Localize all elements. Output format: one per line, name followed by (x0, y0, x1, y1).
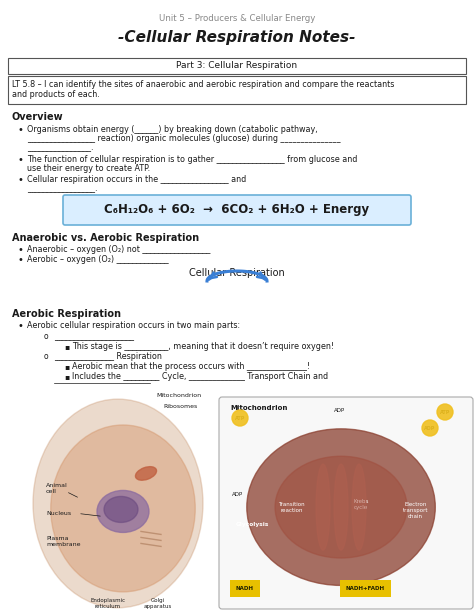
Text: ________________.: ________________. (27, 143, 93, 152)
FancyBboxPatch shape (8, 58, 466, 74)
Text: ATP: ATP (235, 416, 245, 421)
Text: ____________________: ____________________ (54, 332, 134, 341)
Text: •: • (18, 255, 24, 265)
Text: Includes the _________ Cycle, ______________ Transport Chain and: Includes the _________ Cycle, __________… (72, 372, 328, 381)
Text: Plasma
membrane: Plasma membrane (46, 536, 81, 547)
Text: _______________ Respiration: _______________ Respiration (54, 352, 162, 361)
Text: Endoplasmic
reticulum: Endoplasmic reticulum (91, 598, 126, 609)
Text: Cellular respiration occurs in the _________________ and: Cellular respiration occurs in the _____… (27, 175, 246, 184)
Text: LT 5.8 – I can identify the sites of anaerobic and aerobic respiration and compa: LT 5.8 – I can identify the sites of ana… (12, 80, 394, 99)
FancyBboxPatch shape (63, 195, 411, 225)
FancyBboxPatch shape (219, 397, 473, 609)
Text: ADP: ADP (424, 425, 436, 430)
Ellipse shape (33, 399, 203, 607)
Text: This stage is ___________, meaning that it doesn’t require oxygen!: This stage is ___________, meaning that … (72, 342, 334, 351)
Text: Aerobic cellular respiration occurs in two main parts:: Aerobic cellular respiration occurs in t… (27, 321, 240, 330)
Text: ▪: ▪ (64, 372, 69, 381)
Text: •: • (18, 175, 24, 185)
Text: -Cellular Respiration Notes-: -Cellular Respiration Notes- (118, 30, 356, 45)
Text: _________________ reaction) organic molecules (glucose) during _______________: _________________ reaction) organic mole… (27, 134, 340, 143)
Text: Part 3: Cellular Respiration: Part 3: Cellular Respiration (176, 61, 298, 70)
Text: Ribosomes: Ribosomes (163, 404, 197, 409)
Text: •: • (18, 245, 24, 255)
Text: Glycolysis: Glycolysis (236, 522, 269, 527)
Text: Krebs
cycle: Krebs cycle (353, 499, 369, 510)
Text: Aerobic – oxygen (O₂) _____________: Aerobic – oxygen (O₂) _____________ (27, 255, 169, 264)
Text: Aerobic Respiration: Aerobic Respiration (12, 309, 121, 319)
Ellipse shape (275, 456, 407, 558)
Text: Golgi
apparatus: Golgi apparatus (144, 598, 172, 609)
Text: NADH+FADH: NADH+FADH (346, 586, 385, 591)
Text: Animal
cell: Animal cell (46, 483, 68, 494)
Ellipse shape (316, 464, 330, 550)
Text: C₆H₁₂O₆ + 6O₂  →  6CO₂ + 6H₂O + Energy: C₆H₁₂O₆ + 6O₂ → 6CO₂ + 6H₂O + Energy (104, 204, 370, 216)
Text: Transition
reaction: Transition reaction (278, 502, 305, 513)
Circle shape (422, 420, 438, 436)
Text: •: • (18, 125, 24, 135)
Text: ADP: ADP (232, 492, 243, 497)
Ellipse shape (97, 490, 149, 533)
Text: use their energy to create ATP.: use their energy to create ATP. (27, 164, 150, 173)
FancyBboxPatch shape (8, 76, 466, 104)
Text: ADP: ADP (334, 408, 345, 413)
Text: Aerobic mean that the process occurs with _______________!: Aerobic mean that the process occurs wit… (72, 362, 310, 371)
Text: Overview: Overview (12, 112, 64, 122)
Ellipse shape (247, 429, 435, 585)
Text: •: • (18, 321, 24, 331)
Text: Organisms obtain energy (______) by breaking down (catabolic pathway,: Organisms obtain energy (______) by brea… (27, 125, 318, 134)
Text: ▪: ▪ (64, 362, 69, 371)
Circle shape (232, 410, 248, 426)
Text: ▪: ▪ (64, 342, 69, 351)
Text: Electron
transport
chain: Electron transport chain (403, 502, 428, 519)
Ellipse shape (352, 464, 366, 550)
Text: Nucleus: Nucleus (46, 511, 71, 516)
Text: Cellular Respiration: Cellular Respiration (189, 268, 285, 278)
Text: _________________.: _________________. (27, 184, 98, 193)
Text: NADH: NADH (236, 586, 254, 591)
Text: Mitochondrion: Mitochondrion (156, 393, 201, 398)
Text: o: o (44, 332, 49, 341)
Text: Unit 5 – Producers & Cellular Energy: Unit 5 – Producers & Cellular Energy (159, 14, 315, 23)
Ellipse shape (104, 497, 138, 522)
Text: •: • (18, 155, 24, 165)
Text: Mitochondrion: Mitochondrion (230, 405, 287, 411)
Ellipse shape (51, 425, 195, 592)
Text: Anaerobic – oxygen (O₂) not _________________: Anaerobic – oxygen (O₂) not ____________… (27, 245, 210, 254)
Ellipse shape (334, 464, 348, 550)
Circle shape (437, 404, 453, 420)
Text: o: o (44, 352, 49, 361)
Text: ATP: ATP (440, 409, 450, 414)
Ellipse shape (136, 466, 156, 480)
Text: The function of cellular respiration is to gather _________________ from glucose: The function of cellular respiration is … (27, 155, 357, 164)
Text: Anaerobic vs. Aerobic Respiration: Anaerobic vs. Aerobic Respiration (12, 233, 199, 243)
